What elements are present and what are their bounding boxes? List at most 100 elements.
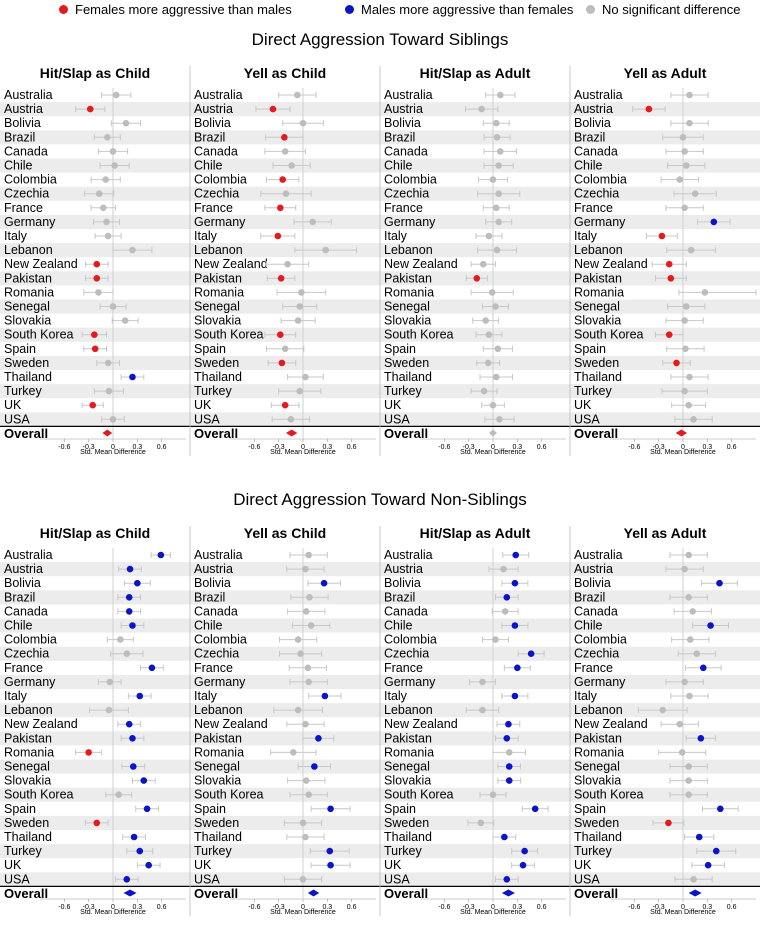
point-estimate <box>501 608 509 615</box>
country-label: Turkey <box>574 844 612 858</box>
point-estimate <box>326 847 334 855</box>
point-estimate <box>299 819 307 827</box>
country-label: Lebanon <box>384 703 433 717</box>
point-estimate <box>665 260 673 268</box>
country-label: Sweden <box>574 816 619 830</box>
point-estimate <box>686 119 693 127</box>
overall-label: Overall <box>574 886 618 901</box>
point-estimate <box>148 664 156 672</box>
tick-label: -0.6 <box>628 904 640 911</box>
country-label: New Zealand <box>4 717 78 731</box>
point-estimate <box>322 246 330 254</box>
point-estimate <box>716 579 723 587</box>
point-estimate <box>294 706 302 714</box>
country-label: USA <box>384 872 410 886</box>
country-label: Spain <box>4 802 36 816</box>
country-label: UK <box>384 398 402 412</box>
tick-label: -0.6 <box>438 904 450 911</box>
country-label: Czechia <box>384 187 429 201</box>
point-estimate <box>704 861 712 869</box>
tick-label: 0 <box>111 444 115 451</box>
point-estimate <box>686 91 693 99</box>
country-label: Thailand <box>4 370 52 384</box>
country-label: Czechia <box>574 187 619 201</box>
country-label: Turkey <box>384 384 422 398</box>
point-estimate <box>104 134 111 141</box>
point-estimate <box>281 134 288 141</box>
country-label: Italy <box>384 229 408 243</box>
point-estimate <box>482 317 490 324</box>
tick-label: 0.3 <box>132 444 142 451</box>
tick-label: -0.3 <box>273 904 285 911</box>
point-estimate <box>93 819 101 827</box>
point-estimate <box>309 218 317 226</box>
country-label: Austria <box>384 562 423 576</box>
country-label: Chile <box>384 159 413 173</box>
legend-item-male: Males more aggressive than females <box>345 2 573 17</box>
point-estimate <box>122 119 130 127</box>
country-label: Senegal <box>574 300 620 314</box>
point-estimate <box>503 594 511 601</box>
overall-label: Overall <box>4 886 48 901</box>
country-label: Germany <box>4 215 56 229</box>
tick-label: 0.6 <box>157 444 167 451</box>
country-label: Senegal <box>4 300 50 314</box>
point-estimate <box>299 119 307 127</box>
tick-label: 0.3 <box>132 904 142 911</box>
country-label: Czechia <box>194 187 239 201</box>
point-estimate <box>143 805 151 813</box>
country-label: Slovakia <box>574 314 621 328</box>
country-label: Lebanon <box>194 703 243 717</box>
country-label: Pakistan <box>574 731 622 745</box>
point-estimate <box>302 777 310 784</box>
country-label: Brazil <box>4 590 35 604</box>
country-label: Chile <box>4 619 33 633</box>
point-estimate <box>479 678 486 686</box>
point-estimate <box>145 861 152 869</box>
point-estimate <box>690 416 697 423</box>
country-label: Turkey <box>194 384 232 398</box>
point-estimate <box>493 246 501 254</box>
point-estimate <box>473 275 481 282</box>
country-label: Turkey <box>574 384 612 398</box>
country-label: France <box>194 661 233 675</box>
country-label: Austria <box>4 102 43 116</box>
point-estimate <box>685 791 692 798</box>
country-label: Australia <box>4 548 53 562</box>
point-estimate <box>298 289 305 296</box>
overall-diamond <box>488 429 498 437</box>
point-estimate <box>302 565 309 573</box>
point-estimate <box>129 735 136 742</box>
point-estimate <box>478 105 485 113</box>
country-label: Austria <box>4 562 43 576</box>
country-label: Australia <box>384 548 433 562</box>
point-estimate <box>297 650 304 657</box>
legend-ns-label: No significant difference <box>602 2 741 17</box>
overall-label: Overall <box>384 426 428 441</box>
point-estimate <box>477 819 485 827</box>
country-label: France <box>4 201 43 215</box>
point-estimate <box>685 401 692 409</box>
point-estimate <box>129 622 136 629</box>
country-label: Colombia <box>194 633 247 647</box>
point-estimate <box>484 359 492 367</box>
point-estimate <box>682 162 690 169</box>
country-label: Pakistan <box>194 271 242 285</box>
point-estimate <box>281 345 289 353</box>
country-label: Bolivia <box>384 576 421 590</box>
country-label: Brazil <box>4 130 35 144</box>
point-estimate <box>685 763 692 770</box>
country-label: Spain <box>574 802 606 816</box>
country-label: Chile <box>574 159 603 173</box>
country-label: Austria <box>384 102 423 116</box>
tick-label: 0.3 <box>322 904 332 911</box>
country-label: Czechia <box>4 647 49 661</box>
point-estimate <box>519 861 527 869</box>
country-label: Colombia <box>194 173 247 187</box>
x-axis-label: Std. Mean Difference <box>650 909 716 916</box>
point-estimate <box>511 622 519 629</box>
country-label: Pakistan <box>4 271 52 285</box>
country-label: Germany <box>194 675 246 689</box>
point-estimate <box>497 148 504 155</box>
point-estimate <box>681 317 688 324</box>
